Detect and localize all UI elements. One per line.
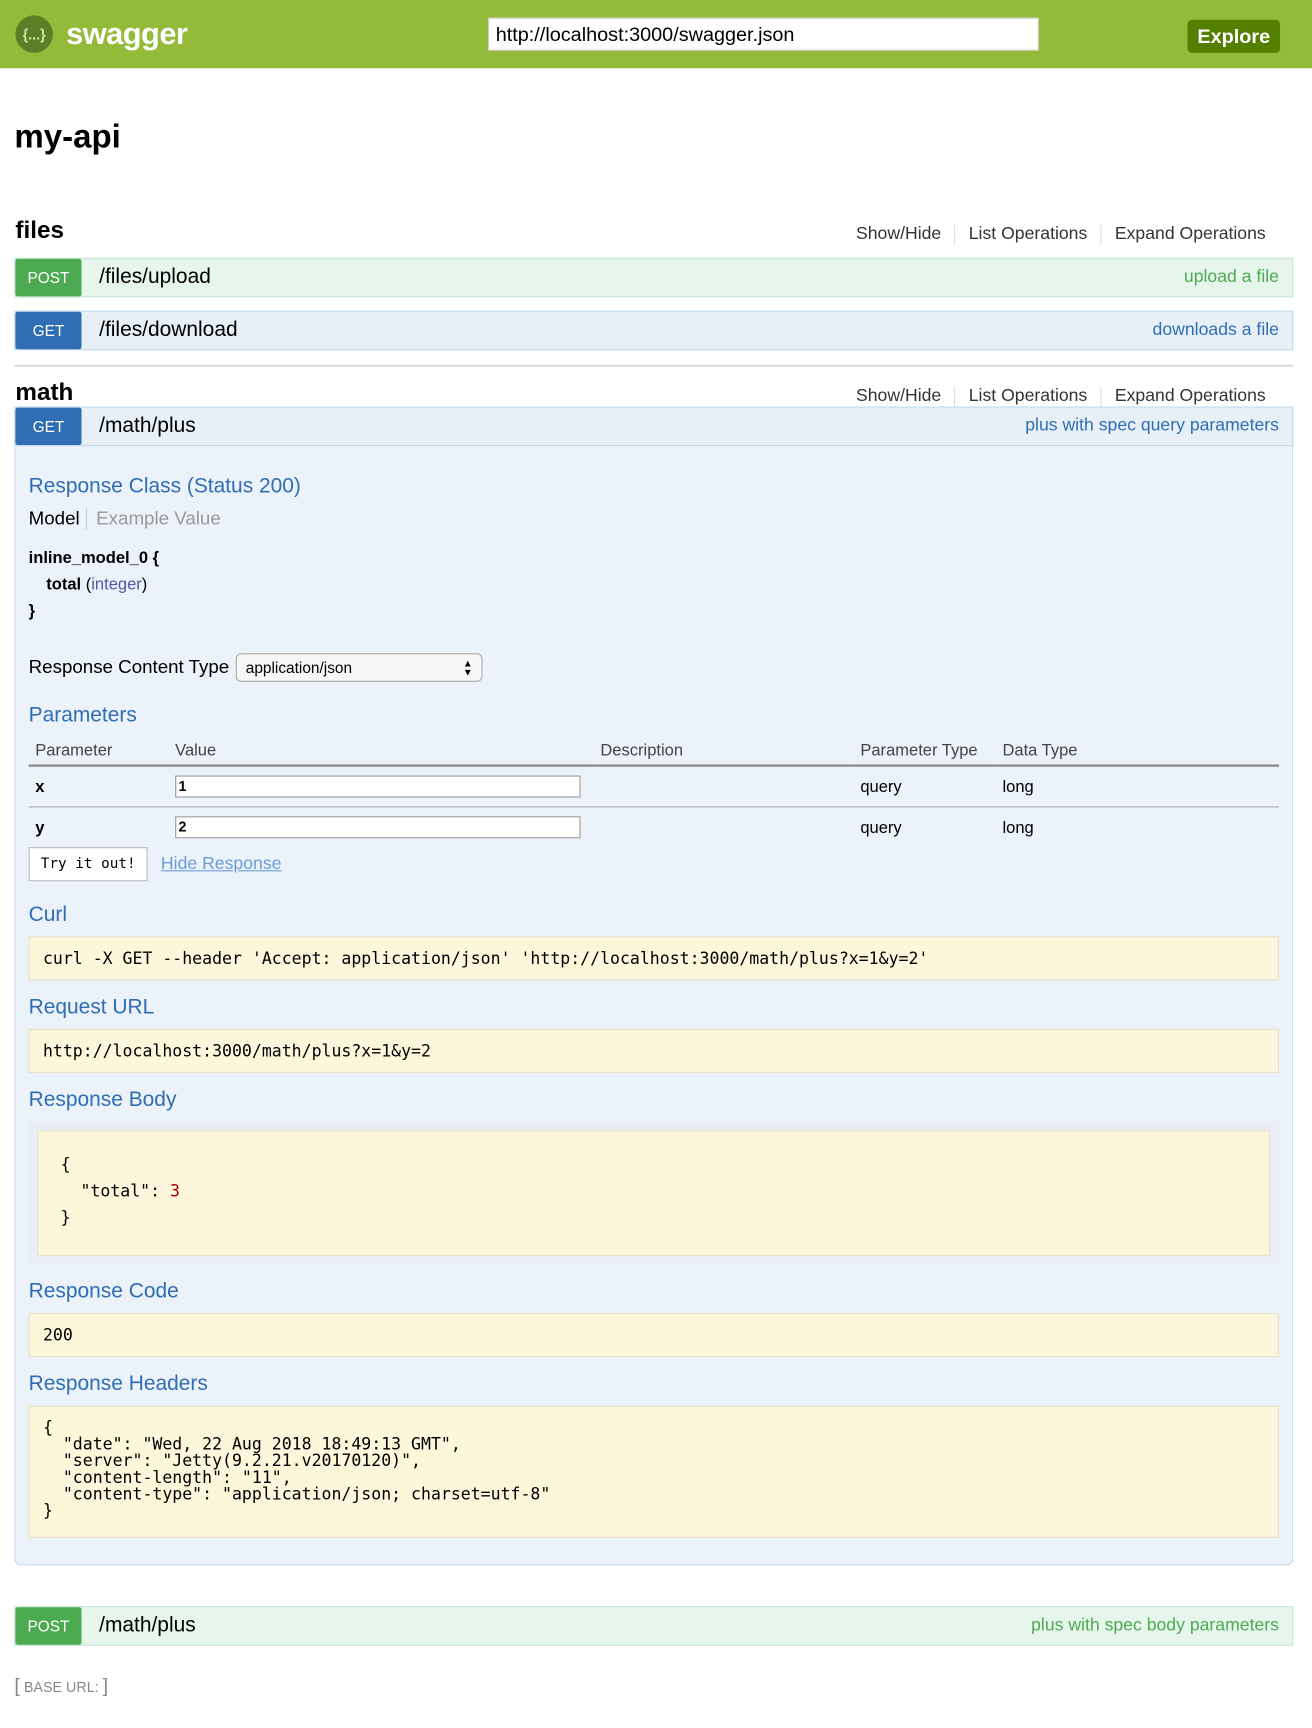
tab-example-value[interactable]: Example Value	[96, 507, 221, 529]
response-body-block: { "total": 3 }	[37, 1130, 1271, 1256]
spec-url-input[interactable]: http://localhost:3000/swagger.json	[488, 17, 1039, 51]
explore-button[interactable]: Explore	[1187, 19, 1281, 53]
model-close: }	[28, 601, 36, 621]
try-it-out-button[interactable]: Try it out!	[28, 847, 148, 882]
request-url-title: Request URL	[28, 995, 155, 1019]
col-parameter-type: Parameter Type	[853, 736, 996, 767]
method-badge: POST	[15, 1607, 82, 1645]
resource-title[interactable]: files	[15, 215, 64, 244]
json-value: 3	[170, 1180, 180, 1201]
response-body-title: Response Body	[28, 1088, 177, 1112]
list-operations-link[interactable]: List Operations	[954, 386, 1100, 407]
operation-get-files-download[interactable]: GET /files/download downloads a file	[14, 310, 1294, 351]
response-code-block: 200	[28, 1313, 1279, 1358]
operation-post-files-upload[interactable]: POST /files/upload upload a file	[14, 257, 1294, 298]
col-parameter: Parameter	[28, 736, 169, 767]
resource-divider	[14, 364, 1294, 367]
param-type: query	[860, 817, 902, 837]
content-type-value: application/json	[245, 658, 353, 677]
param-data-type: long	[1002, 817, 1034, 837]
expand-operations-link[interactable]: Expand Operations	[1100, 224, 1279, 245]
param-type: query	[853, 765, 996, 808]
response-class-title: Response Class (Status 200)	[28, 474, 301, 498]
col-value: Value	[168, 736, 594, 767]
curl-block: curl -X GET --header 'Accept: applicatio…	[28, 936, 1279, 981]
resource-files-header: files Show/Hide List Operations Expand O…	[14, 207, 1293, 251]
param-data-type: long	[995, 765, 1279, 808]
model-name: inline_model_0 {	[28, 548, 160, 568]
param-description	[593, 765, 854, 808]
expand-operations-link[interactable]: Expand Operations	[1100, 386, 1279, 407]
top-bar: {...} swagger http://localhost:3000/swag…	[0, 0, 1312, 69]
resource-title[interactable]: math	[15, 377, 74, 406]
swagger-logo-icon: {...}	[15, 15, 53, 53]
list-operations-link[interactable]: List Operations	[954, 224, 1100, 245]
col-description: Description	[593, 736, 854, 767]
show-hide-link[interactable]: Show/Hide	[855, 386, 942, 406]
bracket: [	[14, 1674, 20, 1697]
param-name: x	[28, 765, 169, 808]
base-url: [ BASE URL: ]	[14, 1674, 1293, 1697]
param-x-input[interactable]: 1	[175, 775, 581, 798]
swagger-logo[interactable]: {...} swagger	[15, 15, 188, 53]
col-data-type: Data Type	[995, 736, 1279, 767]
operation-details-panel: Response Class (Status 200) Model Exampl…	[14, 446, 1294, 1566]
operation-summary[interactable]: upload a file	[1183, 267, 1279, 287]
operation-path[interactable]: /math/plus	[99, 1613, 196, 1637]
table-row: x 1 query long	[28, 765, 1279, 808]
model-schema: inline_model_0 { total (integer) }	[28, 548, 160, 621]
api-title: my-api	[14, 118, 121, 156]
select-arrows-icon: ▲ ▼	[462, 657, 473, 678]
resource-math-header: math Show/Hide List Operations Expand Op…	[14, 369, 1293, 413]
content-type-label: Response Content Type	[28, 656, 230, 678]
tab-model[interactable]: Model	[29, 507, 88, 530]
operation-summary[interactable]: plus with spec query parameters	[1025, 416, 1279, 436]
operation-summary[interactable]: downloads a file	[1152, 320, 1279, 340]
parameters-title: Parameters	[28, 703, 137, 728]
base-url-label: BASE URL:	[23, 1678, 99, 1696]
response-headers-block: { "date": "Wed, 22 Aug 2018 18:49:13 GMT…	[28, 1405, 1279, 1538]
table-row: y 2 query long	[29, 807, 1279, 847]
show-hide-link[interactable]: Show/Hide	[855, 224, 942, 244]
model-prop-type: integer	[91, 575, 142, 594]
method-badge: GET	[15, 407, 82, 446]
operation-path[interactable]: /files/download	[99, 318, 238, 342]
param-description	[594, 807, 854, 847]
operation-post-math-plus[interactable]: POST /math/plus plus with spec body para…	[14, 1606, 1294, 1646]
method-badge: POST	[15, 258, 82, 297]
json-open: {	[60, 1154, 71, 1175]
content-type-select[interactable]: application/json ▲ ▼	[235, 653, 483, 682]
param-y-input[interactable]: 2	[175, 816, 581, 839]
response-headers-title: Response Headers	[28, 1372, 208, 1396]
bracket: ]	[102, 1674, 109, 1697]
operation-path[interactable]: /math/plus	[99, 414, 196, 438]
method-badge: GET	[15, 311, 82, 350]
logo-text: swagger	[66, 16, 188, 51]
response-code-title: Response Code	[28, 1280, 179, 1304]
request-url-block: http://localhost:3000/math/plus?x=1&y=2	[28, 1028, 1279, 1073]
curl-title: Curl	[28, 903, 68, 927]
operation-get-math-plus[interactable]: GET /math/plus plus with spec query para…	[14, 406, 1294, 447]
operation-path[interactable]: /files/upload	[99, 265, 211, 289]
json-key: "total":	[60, 1180, 171, 1201]
operation-summary[interactable]: plus with spec body parameters	[1031, 1616, 1279, 1635]
model-prop: total	[46, 575, 82, 594]
hide-response-link[interactable]: Hide Response	[160, 854, 282, 874]
parameters-table: Parameter Value Description Parameter Ty…	[28, 736, 1279, 847]
json-close: }	[60, 1207, 71, 1228]
param-name: y	[35, 817, 45, 837]
